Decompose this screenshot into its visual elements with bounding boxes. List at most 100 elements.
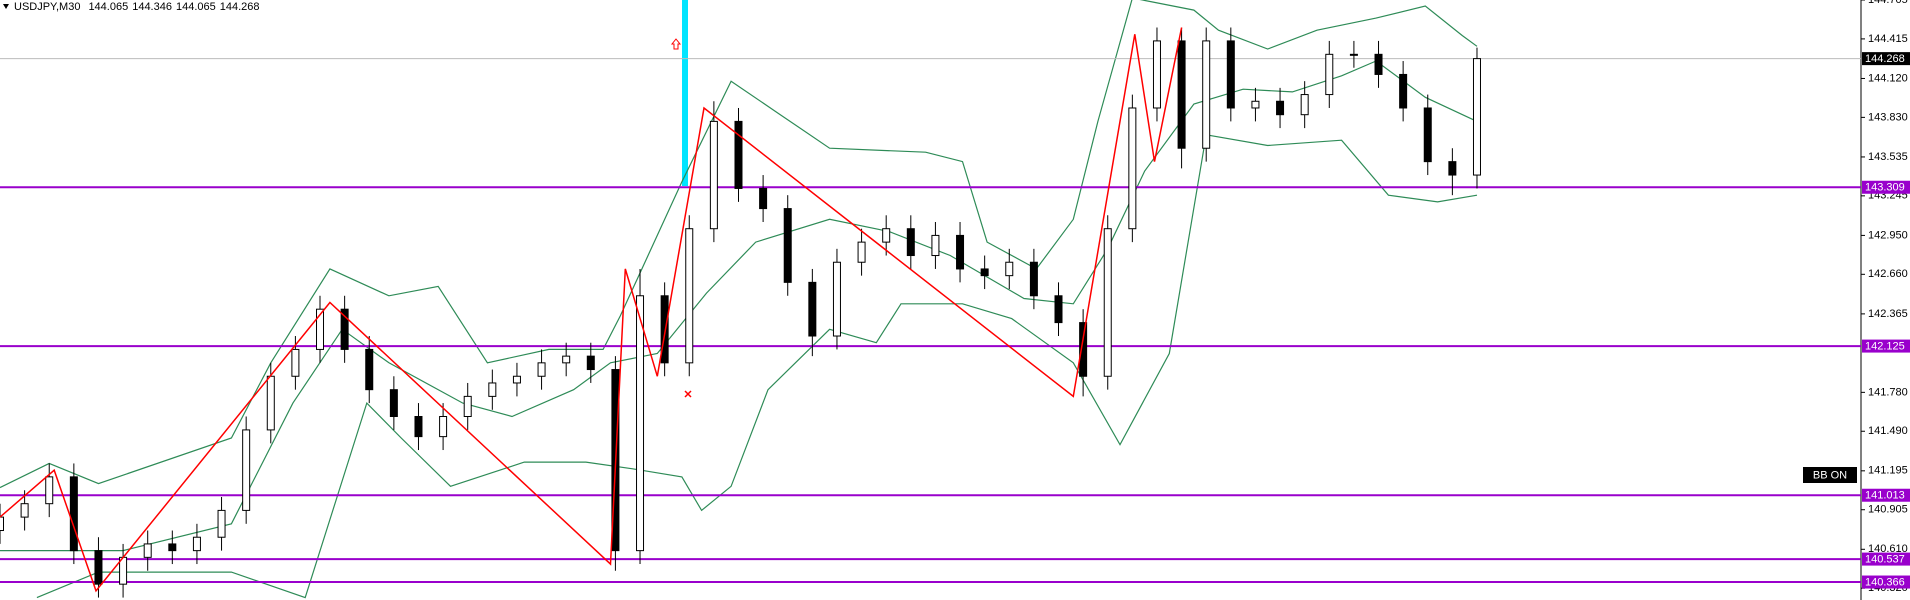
candle-body [1349, 53, 1358, 56]
arrow-signal [670, 38, 682, 50]
level-label-box [1862, 339, 1910, 353]
bollinger-band [36, 134, 1478, 599]
candle-body [291, 348, 300, 377]
candle-body [1472, 58, 1481, 176]
price-axis: 144.705144.415144.120143.830143.535143.2… [1861, 0, 1910, 594]
candle-body [660, 295, 669, 364]
candle-body [980, 268, 989, 277]
candle-body [734, 120, 743, 189]
y-tick-label: 140.610 [1868, 543, 1908, 555]
candle-body [45, 476, 54, 505]
candle-body [586, 355, 595, 371]
candle-body [463, 395, 472, 417]
y-tick-label: 140.905 [1868, 504, 1908, 516]
y-tick-label: 141.780 [1868, 386, 1908, 398]
level-label: 140.537 [1865, 553, 1905, 565]
current-price-label: 144.268 [1865, 53, 1905, 65]
candle-body [956, 234, 965, 270]
zigzag-line [0, 27, 1183, 593]
level-label: 141.013 [1865, 490, 1905, 502]
candle-body [1448, 161, 1457, 176]
candle-body [1054, 295, 1063, 324]
candle-body [1103, 228, 1112, 377]
candle-body [1177, 40, 1186, 149]
candle-body [1005, 261, 1014, 277]
y-tick-label: 142.660 [1868, 268, 1908, 280]
candle-body [1276, 100, 1285, 116]
candle-body [537, 362, 546, 377]
level-label: 143.309 [1865, 182, 1905, 194]
cross-signal [684, 390, 692, 398]
candle-body [217, 509, 226, 538]
bollinger-band [0, 60, 1478, 552]
header-value: 144.268 [220, 1, 260, 13]
y-tick-label: 143.535 [1868, 151, 1908, 163]
candle-body [316, 308, 325, 350]
y-tick-label: 143.830 [1868, 111, 1908, 123]
level-label: 140.366 [1865, 576, 1905, 588]
y-tick-label: 144.415 [1868, 33, 1908, 45]
indicator-badge [1803, 467, 1857, 483]
candle-body [783, 208, 792, 283]
candle-body [882, 228, 891, 243]
candle-body [832, 261, 841, 337]
candle-body [168, 543, 177, 552]
symbol-label: USDJPY,M30 [14, 1, 80, 13]
candle-body [266, 375, 275, 431]
candle-body [389, 389, 398, 417]
candle-body [143, 543, 152, 558]
candle-body [1226, 40, 1235, 109]
y-tick-label: 141.195 [1868, 465, 1908, 477]
candle-body [439, 415, 448, 438]
candle-body [759, 187, 768, 210]
y-tick-label: 142.950 [1868, 229, 1908, 241]
y-tick-label: 141.490 [1868, 425, 1908, 437]
candle-body [1202, 40, 1211, 149]
candle-body [709, 120, 718, 230]
y-tick-label: 144.705 [1868, 0, 1908, 6]
candle-body [685, 228, 694, 364]
level-label-box [1862, 552, 1910, 566]
highlight-bar [682, 0, 688, 186]
indicator-label: BB ON [1813, 469, 1847, 481]
candle-body [69, 476, 78, 552]
level-label-box [1862, 575, 1910, 589]
candle-body [340, 308, 349, 350]
candle-body [192, 536, 201, 552]
level-label-box [1862, 488, 1910, 502]
candle-body [94, 550, 103, 585]
bollinger-band [0, 0, 1478, 489]
overlay: USDJPY,M30 BB ON 144.065 144.346 144.065 14… [14, 1, 1857, 483]
collapse-icon[interactable] [3, 4, 9, 9]
candle-body [931, 234, 940, 257]
candle-body [808, 281, 817, 337]
candle-body [488, 382, 497, 397]
candle-body [636, 295, 645, 552]
candle-body [906, 228, 915, 257]
candle-body [365, 348, 374, 391]
candle-body [1300, 94, 1309, 116]
candle-body [1152, 40, 1161, 109]
candle-body [1251, 100, 1260, 109]
candle-body [857, 241, 866, 263]
candle-body [1374, 53, 1383, 75]
candle-body [242, 429, 251, 511]
y-tick-label: 142.365 [1868, 308, 1908, 320]
current-price-box [1862, 52, 1910, 66]
header-value: 144.065 [176, 1, 216, 13]
candle-body [1029, 261, 1038, 297]
candle-body [20, 503, 29, 518]
level-label-box [1862, 180, 1910, 194]
level-label: 142.125 [1865, 340, 1905, 352]
candle-body [1079, 322, 1088, 377]
candle-body [1423, 107, 1432, 163]
candle-body [1399, 73, 1408, 109]
header-value: 144.346 [132, 1, 172, 13]
header-value: 144.065 [88, 1, 128, 13]
candle-body [1325, 53, 1334, 96]
plot-area [0, 0, 1861, 599]
candle-body [1128, 107, 1137, 230]
